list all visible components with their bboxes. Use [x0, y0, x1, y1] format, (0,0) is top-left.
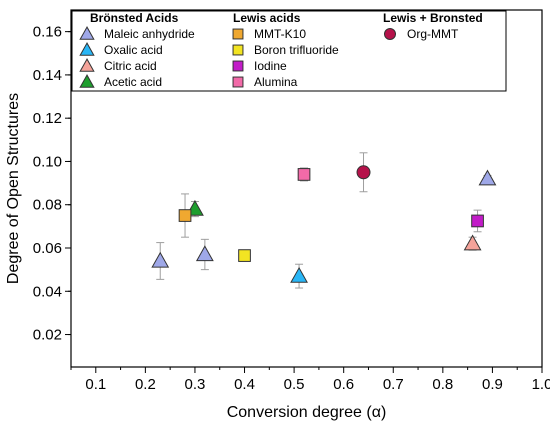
axis-ticks: 0.1 0.2 0.3 0.4 0.5 0.6 0.7 0.8 0.9 1.0 0.02 0.04 0.… — [33, 24, 550, 393]
data-point — [195, 245, 214, 262]
y-tick-label: 0.02 — [33, 327, 62, 344]
x-tick-label: 0.4 — [234, 376, 255, 393]
legend-marker — [384, 28, 396, 40]
legend-marker — [79, 42, 95, 56]
y-tick-label: 0.14 — [33, 67, 62, 84]
legend: Brönsted Acids Maleic anhydride Oxalic aci… — [71, 10, 507, 92]
x-tick-label: 0.9 — [482, 376, 503, 393]
x-tick-label: 0.5 — [284, 376, 305, 393]
data-point — [356, 165, 371, 180]
x-tick-label: 1.0 — [532, 376, 550, 393]
legend-label: Acetic acid — [104, 75, 162, 89]
data-point — [478, 169, 497, 186]
legend-marker — [232, 44, 244, 56]
y-tick-label: 0.12 — [33, 110, 62, 127]
legend-label: Alumina — [254, 75, 298, 89]
legend-box — [71, 10, 507, 92]
y-tick-label: 0.06 — [33, 240, 62, 257]
legend-heading: Lewis + Bronsted — [383, 11, 483, 25]
legend-marker — [79, 74, 95, 88]
y-tick-label: 0.08 — [33, 197, 62, 214]
legend-label: MMT-K10 — [254, 27, 306, 41]
legend-heading: Lewis acids — [233, 11, 301, 25]
x-axis-title: Conversion degree (α) — [227, 404, 387, 421]
legend-marker — [232, 60, 244, 72]
x-tick-label: 0.1 — [85, 376, 106, 393]
legend-label: Org-MMT — [407, 27, 459, 41]
x-tick-label: 0.8 — [432, 376, 453, 393]
legend-label: Iodine — [254, 59, 287, 73]
legend-label: Maleic anhydride — [104, 27, 195, 41]
x-tick-label: 0.2 — [135, 376, 156, 393]
error-bars — [156, 152, 492, 289]
y-axis-title: Degree of Open Structures — [5, 93, 22, 284]
data-point — [151, 251, 170, 268]
legend-label: Boron trifluoride — [254, 43, 339, 57]
data-point — [463, 234, 482, 251]
x-tick-label: 0.3 — [185, 376, 206, 393]
data-point — [297, 168, 311, 181]
data-points — [151, 165, 497, 283]
data-point — [238, 249, 251, 262]
y-tick-label: 0.10 — [33, 153, 62, 170]
data-point — [178, 209, 192, 222]
x-tick-label: 0.6 — [333, 376, 354, 393]
legend-marker — [79, 26, 95, 40]
data-point — [471, 214, 484, 228]
x-tick-label: 0.7 — [383, 376, 404, 393]
data-point — [290, 266, 308, 283]
legend-marker — [79, 58, 95, 72]
y-tick-label: 0.04 — [33, 283, 62, 300]
legend-heading: Brönsted Acids — [90, 11, 179, 25]
legend-marker — [232, 76, 244, 88]
plot-frame — [70, 9, 543, 368]
y-tick-label: 0.16 — [33, 24, 62, 41]
legend-label: Citric acid — [104, 59, 157, 73]
legend-marker — [232, 28, 244, 40]
legend-label: Oxalic acid — [104, 43, 163, 57]
